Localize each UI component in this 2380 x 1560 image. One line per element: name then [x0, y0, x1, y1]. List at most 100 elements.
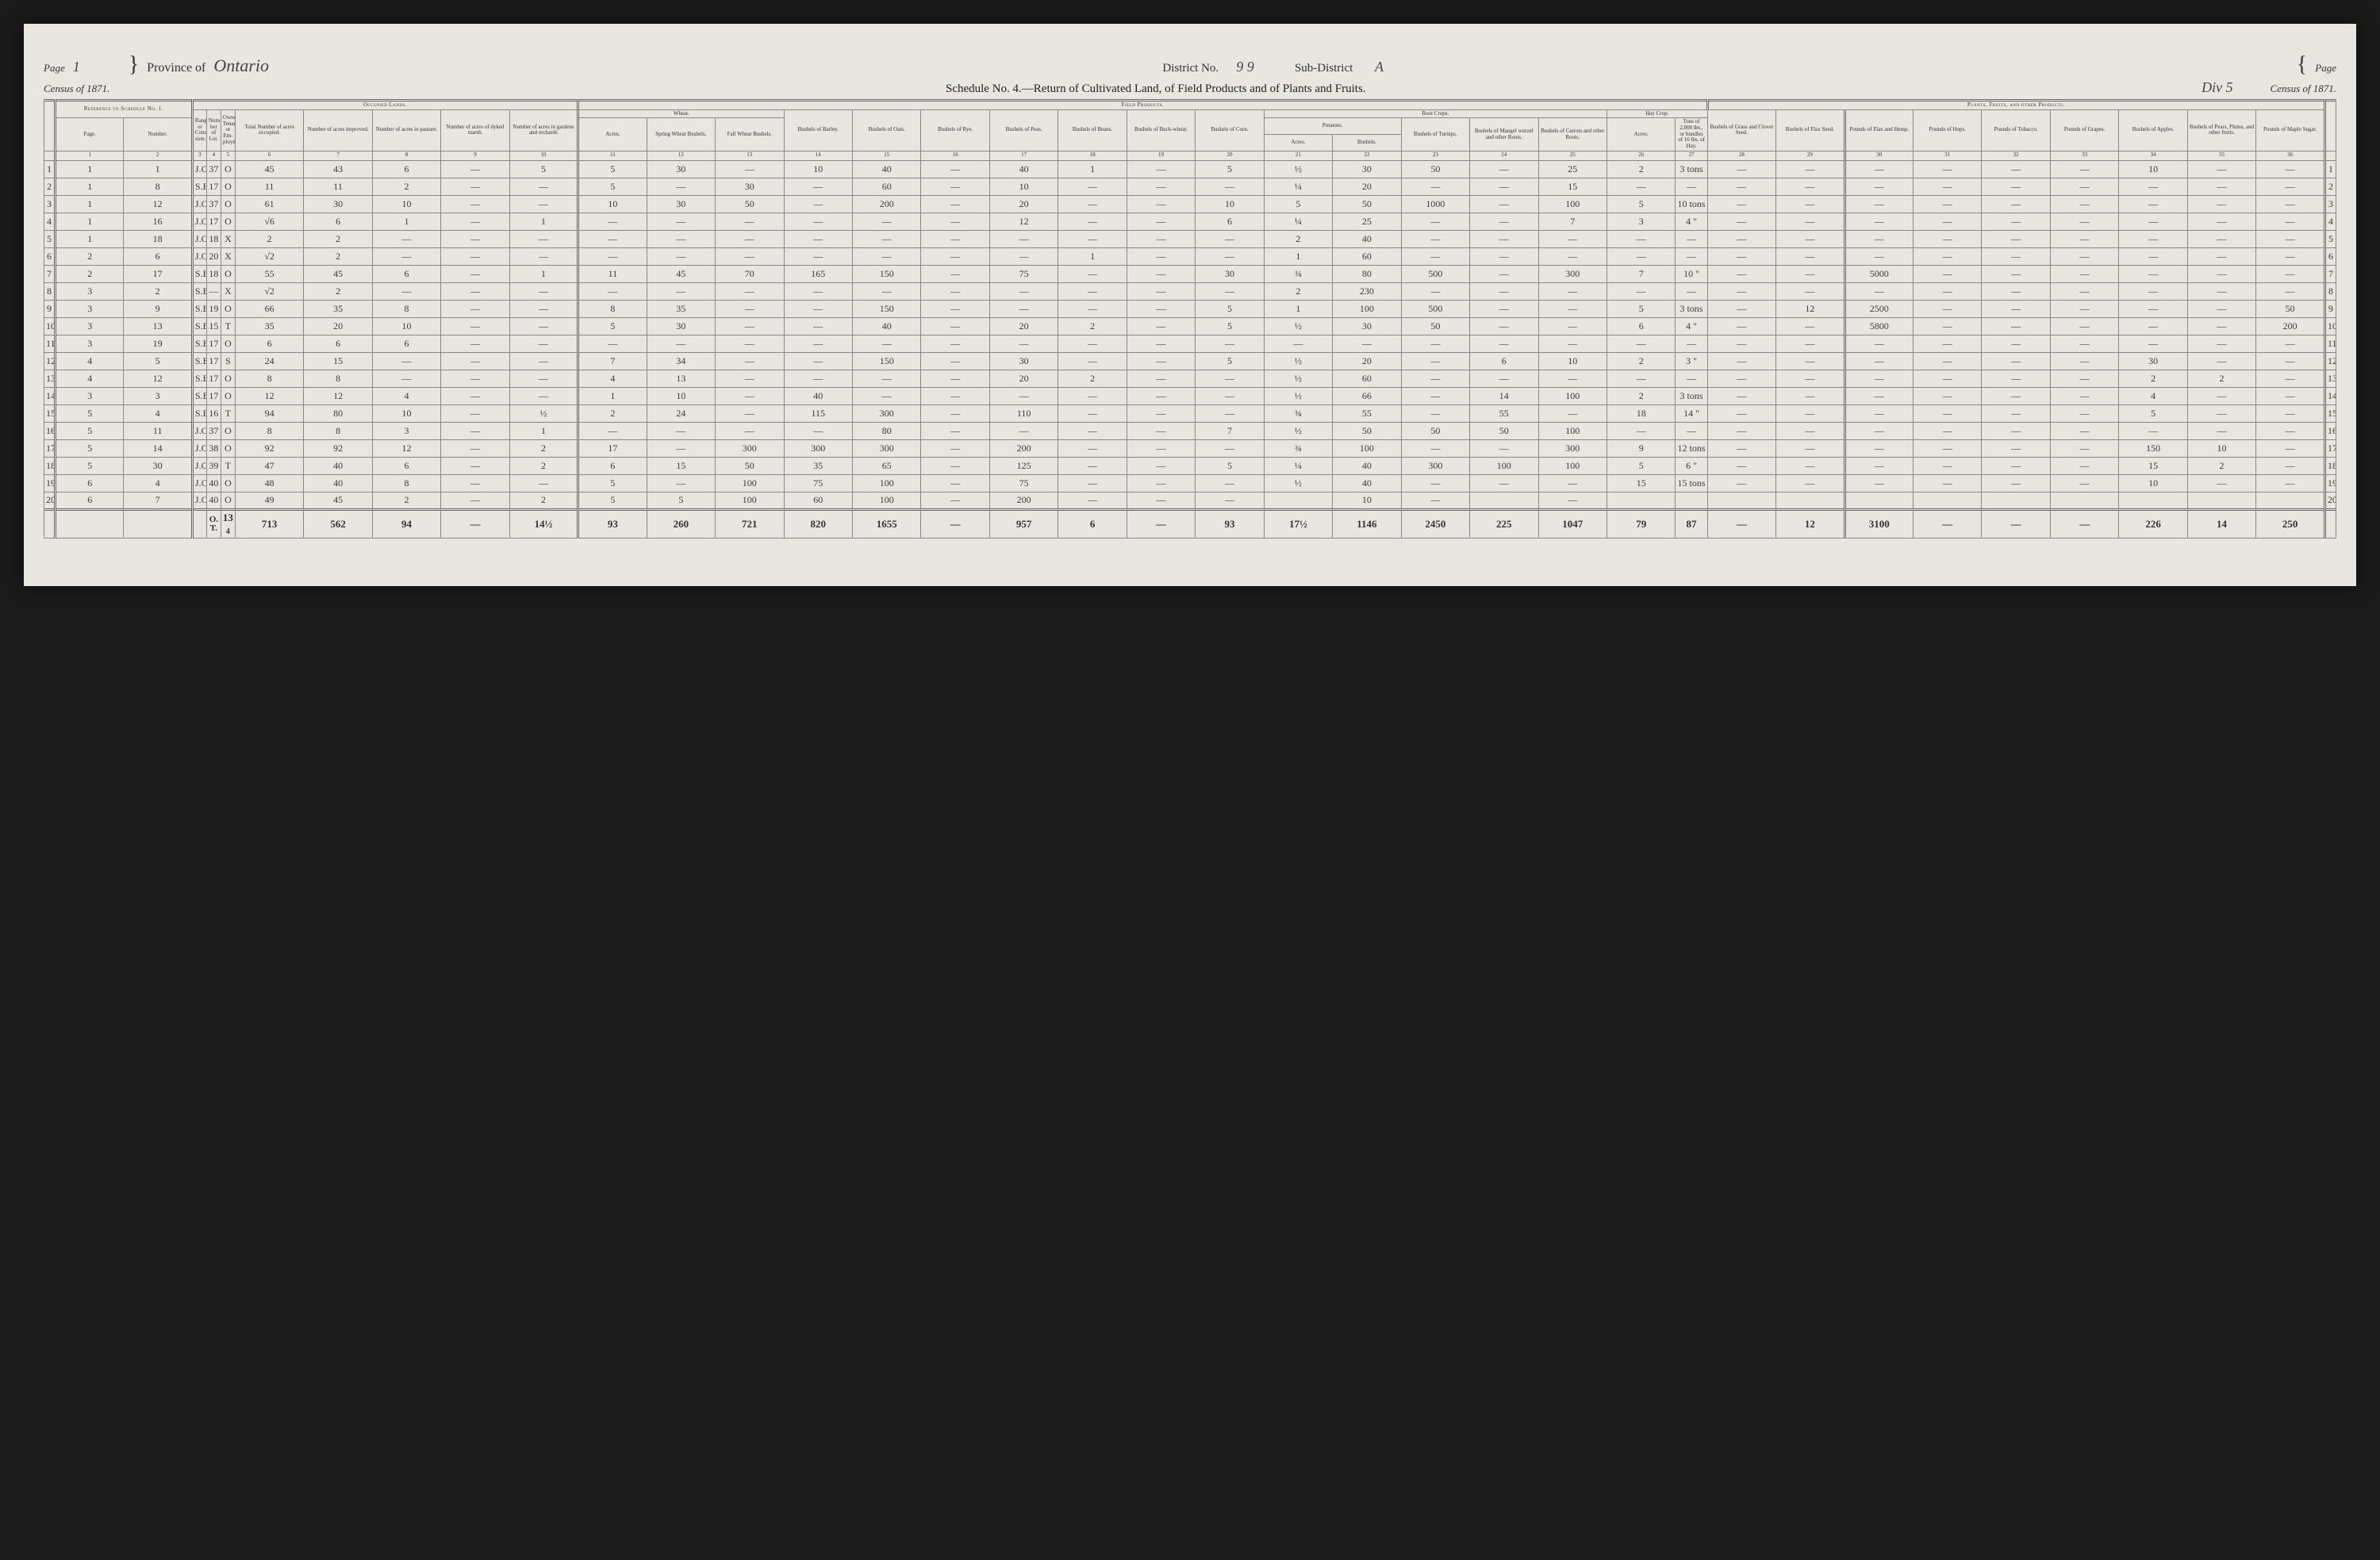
- cell: —: [1982, 178, 2050, 195]
- cell: 4: [124, 474, 192, 492]
- cell: 34: [647, 352, 715, 370]
- cell: —: [647, 213, 715, 230]
- cell: 92: [235, 439, 303, 457]
- cell: 8: [578, 300, 647, 317]
- cell: —: [647, 439, 715, 457]
- table-row: 11319S.B.17O666—————————————————————————…: [44, 335, 2336, 352]
- cell: 12: [989, 213, 1058, 230]
- cell: —: [921, 335, 989, 352]
- cell: 12: [235, 387, 303, 404]
- cell: 10: [989, 178, 1058, 195]
- cell: —: [989, 282, 1058, 300]
- cell: —: [2050, 317, 2118, 335]
- cell: 100: [852, 474, 920, 492]
- cell: 39: [206, 457, 221, 474]
- cell: —: [2256, 247, 2325, 265]
- cell: —: [1844, 335, 1913, 352]
- cell: 6: [304, 213, 372, 230]
- cell: 20: [989, 317, 1058, 335]
- cell: —: [441, 404, 509, 422]
- cell: —: [2256, 474, 2325, 492]
- cell: —: [1982, 457, 2050, 474]
- cell: [1707, 492, 1775, 509]
- cell: —: [1196, 439, 1264, 457]
- cell: 40: [1333, 230, 1401, 247]
- cell: 4: [56, 370, 124, 387]
- cell: 150: [852, 300, 920, 317]
- table-row: 5118J.C.18X22—————————————240———————————…: [44, 230, 2336, 247]
- cell: —: [1776, 178, 1844, 195]
- cell: —: [1470, 195, 1538, 213]
- cell: [1264, 492, 1332, 509]
- cell: —: [1470, 160, 1538, 178]
- cell: 11: [235, 178, 303, 195]
- cell: √6: [235, 213, 303, 230]
- cell: —: [852, 335, 920, 352]
- cell: 20: [989, 195, 1058, 213]
- cell: [1676, 492, 1707, 509]
- cell: 5: [1196, 457, 1264, 474]
- cell: —: [647, 422, 715, 439]
- cell: 8: [304, 370, 372, 387]
- cell: 15 tons: [1676, 474, 1707, 492]
- cell: ¼: [1264, 213, 1332, 230]
- cell: —: [921, 213, 989, 230]
- cell: —: [921, 160, 989, 178]
- cell: —: [2050, 195, 2118, 213]
- cell: —: [441, 387, 509, 404]
- cell: 1: [56, 160, 124, 178]
- page-label: Page: [44, 62, 65, 75]
- cell: J.C.: [192, 492, 206, 509]
- cell: —: [1982, 335, 2050, 352]
- cell: —: [2050, 282, 2118, 300]
- cell: —: [921, 300, 989, 317]
- cell: —: [921, 404, 989, 422]
- cell: 6: [372, 160, 440, 178]
- cell: 1: [509, 213, 578, 230]
- cell: —: [1914, 213, 1982, 230]
- cell: —: [784, 352, 852, 370]
- cell: √2: [235, 282, 303, 300]
- sub-hay: Hay Crop.: [1606, 109, 1707, 118]
- cell: S.B.: [192, 404, 206, 422]
- cell: —: [1776, 474, 1844, 492]
- cell: —: [1914, 195, 1982, 213]
- cell: —: [1470, 317, 1538, 335]
- cell: —: [1844, 352, 1913, 370]
- cell: O: [221, 370, 235, 387]
- cell: —: [1844, 422, 1913, 439]
- cell: 1: [56, 230, 124, 247]
- cell: 300: [784, 439, 852, 457]
- sub-root: Root Crops.: [1264, 109, 1606, 118]
- cell: —: [1707, 247, 1775, 265]
- cell: 2: [578, 404, 647, 422]
- cell: —: [1914, 282, 1982, 300]
- cell: 19: [206, 300, 221, 317]
- cell: 80: [304, 404, 372, 422]
- cell: —: [2256, 160, 2325, 178]
- cell: 50: [1333, 422, 1401, 439]
- cell: —: [2119, 422, 2187, 439]
- cell: 200: [989, 439, 1058, 457]
- cell: 2: [56, 265, 124, 282]
- cell: —: [2119, 282, 2187, 300]
- cell: 1: [56, 195, 124, 213]
- cell: —: [2256, 422, 2325, 439]
- cell: 2: [1606, 160, 1675, 178]
- cell: —: [1127, 160, 1195, 178]
- cell: 65: [852, 457, 920, 474]
- col-h: Number of acres in pasture.: [372, 109, 440, 151]
- cell: 2: [304, 247, 372, 265]
- cell: —: [1606, 422, 1675, 439]
- cell: —: [1127, 300, 1195, 317]
- cell: 150: [2119, 439, 2187, 457]
- cell: 12: [372, 439, 440, 457]
- cell: 10: [647, 387, 715, 404]
- cell: —: [1982, 387, 2050, 404]
- cell: —: [921, 457, 989, 474]
- cell: —: [441, 195, 509, 213]
- cell: 100: [1538, 457, 1606, 474]
- cell: —: [1127, 404, 1195, 422]
- cell: —: [1844, 247, 1913, 265]
- cell: 5: [56, 404, 124, 422]
